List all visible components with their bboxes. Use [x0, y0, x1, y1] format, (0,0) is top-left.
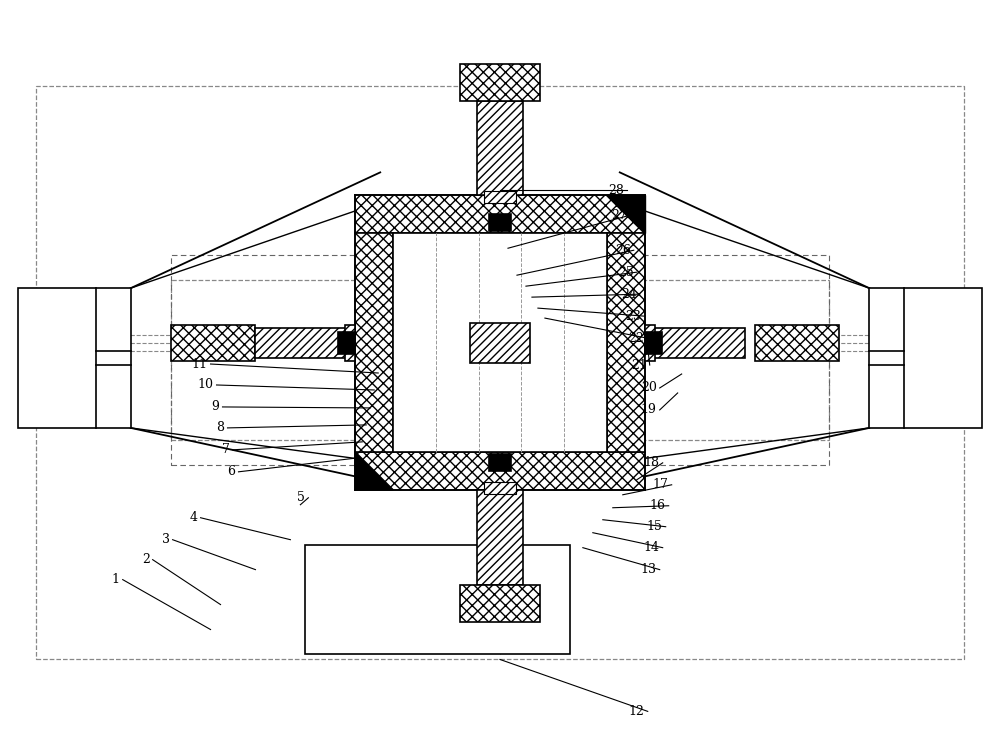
Bar [355, 452, 645, 490]
Text: 20: 20 [641, 382, 657, 394]
Bar [345, 325, 355, 361]
Bar [755, 325, 839, 361]
Text: 17: 17 [653, 478, 669, 492]
Text: 9: 9 [212, 400, 220, 413]
Bar [477, 490, 523, 585]
Polygon shape [607, 195, 645, 233]
Bar [477, 101, 523, 195]
Text: 6: 6 [227, 465, 235, 478]
Bar [484, 191, 516, 203]
Bar [255, 328, 355, 358]
Text: 11: 11 [192, 358, 208, 371]
Text: 24: 24 [621, 288, 637, 300]
Text: 16: 16 [650, 499, 666, 512]
Bar [470, 323, 530, 362]
Bar [305, 545, 570, 654]
Text: 27: 27 [611, 209, 627, 222]
Text: 21: 21 [631, 359, 647, 371]
Bar [171, 280, 829, 440]
Bar [18, 288, 131, 428]
Bar [869, 288, 982, 428]
Bar [338, 332, 355, 353]
Bar [607, 233, 645, 452]
Bar [355, 195, 645, 233]
Bar [355, 233, 393, 452]
Text: 28: 28 [608, 184, 624, 197]
Bar [171, 255, 829, 465]
Text: 25: 25 [618, 266, 634, 279]
Bar [393, 233, 607, 452]
Text: 8: 8 [217, 421, 225, 435]
Bar [489, 214, 511, 232]
Text: 23: 23 [625, 309, 641, 323]
Text: 15: 15 [647, 520, 663, 533]
Text: 4: 4 [190, 511, 198, 524]
Text: 26: 26 [615, 244, 631, 257]
Text: 13: 13 [641, 563, 657, 576]
Text: 22: 22 [628, 332, 644, 344]
Bar [460, 63, 540, 101]
Text: 14: 14 [644, 541, 660, 554]
Text: 19: 19 [641, 403, 657, 416]
Polygon shape [355, 452, 393, 490]
Text: 18: 18 [644, 456, 660, 469]
Bar [460, 585, 540, 622]
Bar [645, 325, 655, 361]
Text: 3: 3 [162, 533, 170, 546]
Bar [171, 325, 255, 361]
Text: 12: 12 [629, 705, 645, 718]
Bar [645, 328, 745, 358]
Bar [484, 482, 516, 494]
Text: 1: 1 [112, 573, 120, 586]
Bar [489, 454, 511, 471]
Bar [645, 332, 662, 353]
Text: 2: 2 [142, 553, 150, 566]
Text: 10: 10 [198, 379, 214, 391]
Bar [36, 86, 964, 660]
Text: 5: 5 [297, 492, 305, 504]
Text: 7: 7 [222, 444, 230, 456]
